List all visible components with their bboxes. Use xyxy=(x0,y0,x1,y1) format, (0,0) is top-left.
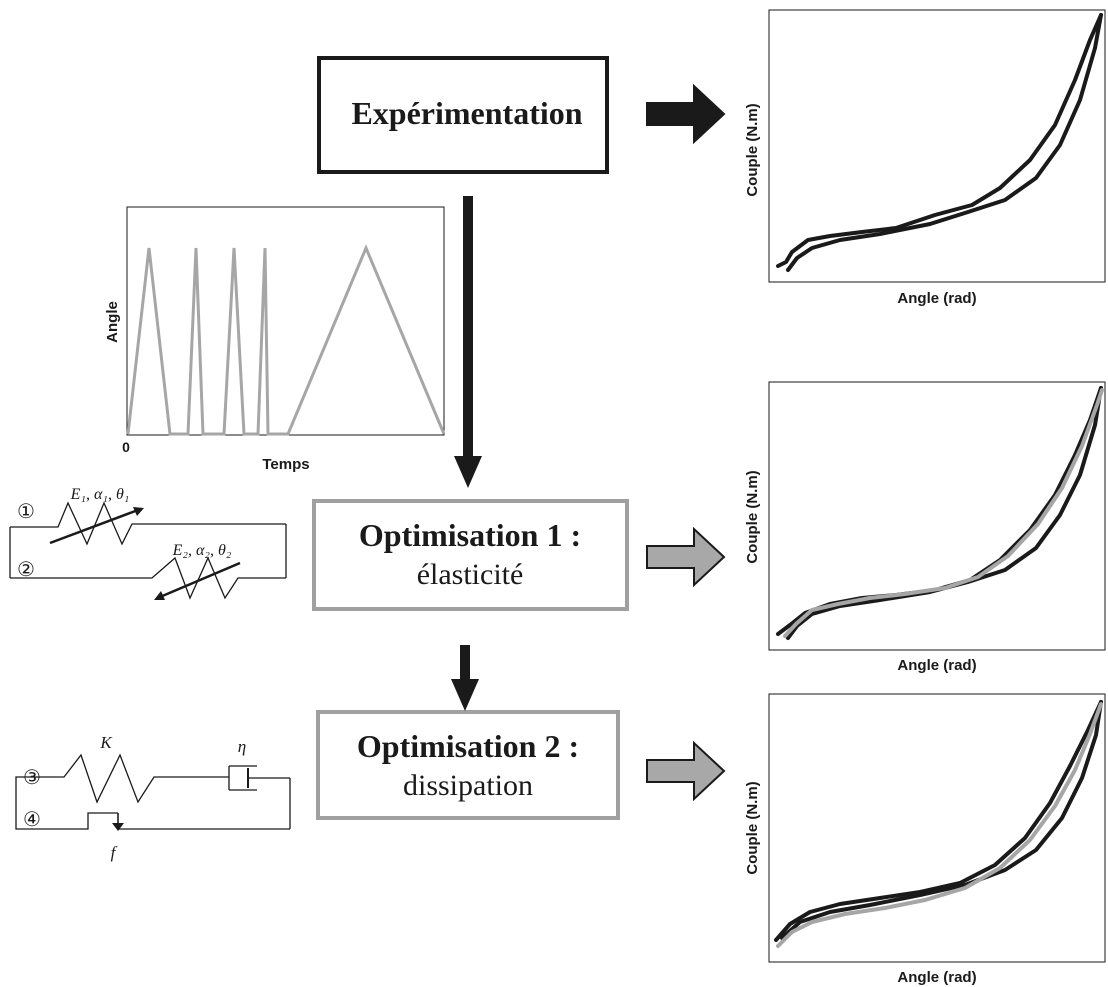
result-plot-1-x-label: Angle (rad) xyxy=(897,290,976,307)
result-plot-3-model-curve xyxy=(776,702,1103,948)
branch-1-variable-arrow xyxy=(49,508,139,545)
result-plot-2-x-label: Angle (rad) xyxy=(897,657,976,674)
friction-param-label: f xyxy=(111,843,118,862)
protocol-origin-label: 0 xyxy=(122,439,130,455)
experiment-result-plot: Couple (N.m) Angle (rad) xyxy=(744,9,1106,307)
result-plot-1-frame xyxy=(768,9,1106,283)
result-plot-2-frame xyxy=(768,381,1106,651)
branch-1-line xyxy=(10,501,286,546)
branch-1-params: E₁, α₁, θ₁ xyxy=(70,486,130,503)
result-plot-3-y-label: Couple (N.m) xyxy=(744,781,761,874)
branch-1-marker: ① xyxy=(17,499,35,523)
optimisation-1-box: Optimisation 1 : élasticité xyxy=(312,499,629,611)
branch-4-marker: ④ xyxy=(23,807,41,831)
branch-3-marker: ③ xyxy=(23,765,41,789)
optimisation-2-result-arrow xyxy=(646,740,726,802)
optimisation-2-result-plot: Couple (N.m) Angle (rad) xyxy=(744,693,1106,986)
branch-2-marker: ② xyxy=(17,557,35,581)
result-plot-3-unloading-curve xyxy=(780,700,1103,940)
protocol-y-label: Angle xyxy=(104,301,121,343)
result-plot-3-x-label: Angle (rad) xyxy=(897,969,976,986)
branch-4-friction-line xyxy=(15,802,118,830)
result-plot-2-loading-curve xyxy=(776,386,1103,636)
optimisation-2-subtitle: dissipation xyxy=(403,769,533,802)
spring-param-label: K xyxy=(99,733,113,752)
result-plot-1-loading-curve xyxy=(776,13,1103,268)
optimisation-1-title: Optimisation 1 : xyxy=(359,517,581,553)
branch-2-variable-arrow xyxy=(159,561,241,599)
protocol-plot: Angle Temps 0 xyxy=(104,206,446,473)
protocol-signal xyxy=(126,244,446,436)
protocol-x-label: Temps xyxy=(262,456,309,473)
experiment-title: Expérimentation xyxy=(351,95,582,131)
result-plot-2-unloading-curve xyxy=(786,386,1103,640)
branch-2-params: E₂, α₂, θ₂ xyxy=(172,542,232,559)
optimisation-1-result-plot: Couple (N.m) Angle (rad) xyxy=(744,381,1106,674)
optimisation-1-subtitle: élasticité xyxy=(417,558,524,591)
friction-arrow-icon xyxy=(112,823,124,831)
dissipative-model-schematic xyxy=(15,753,291,830)
optimisation-2-box: Optimisation 2 : dissipation xyxy=(316,710,620,820)
flow-arrow-down-1 xyxy=(454,196,482,488)
optimisation-1-result-arrow xyxy=(646,526,726,588)
result-plot-1-y-label: Couple (N.m) xyxy=(744,103,761,196)
branch-2-line xyxy=(10,556,286,600)
elastic-model-schematic xyxy=(9,501,287,600)
result-plot-2-model-curve xyxy=(783,388,1104,638)
flow-arrow-down-2 xyxy=(451,645,479,711)
branch-3-spring-line xyxy=(15,753,229,804)
damper-icon xyxy=(228,765,290,791)
experiment-box: Expérimentation xyxy=(317,56,609,174)
experiment-result-arrow xyxy=(646,83,726,145)
damper-param-label: η xyxy=(238,737,246,756)
optimisation-2-title: Optimisation 2 : xyxy=(357,728,579,764)
result-plot-3-frame xyxy=(768,693,1106,963)
result-plot-1-unloading-curve xyxy=(786,13,1103,272)
result-plot-2-y-label: Couple (N.m) xyxy=(744,470,761,563)
result-plot-3-loading-curve xyxy=(774,700,1103,942)
